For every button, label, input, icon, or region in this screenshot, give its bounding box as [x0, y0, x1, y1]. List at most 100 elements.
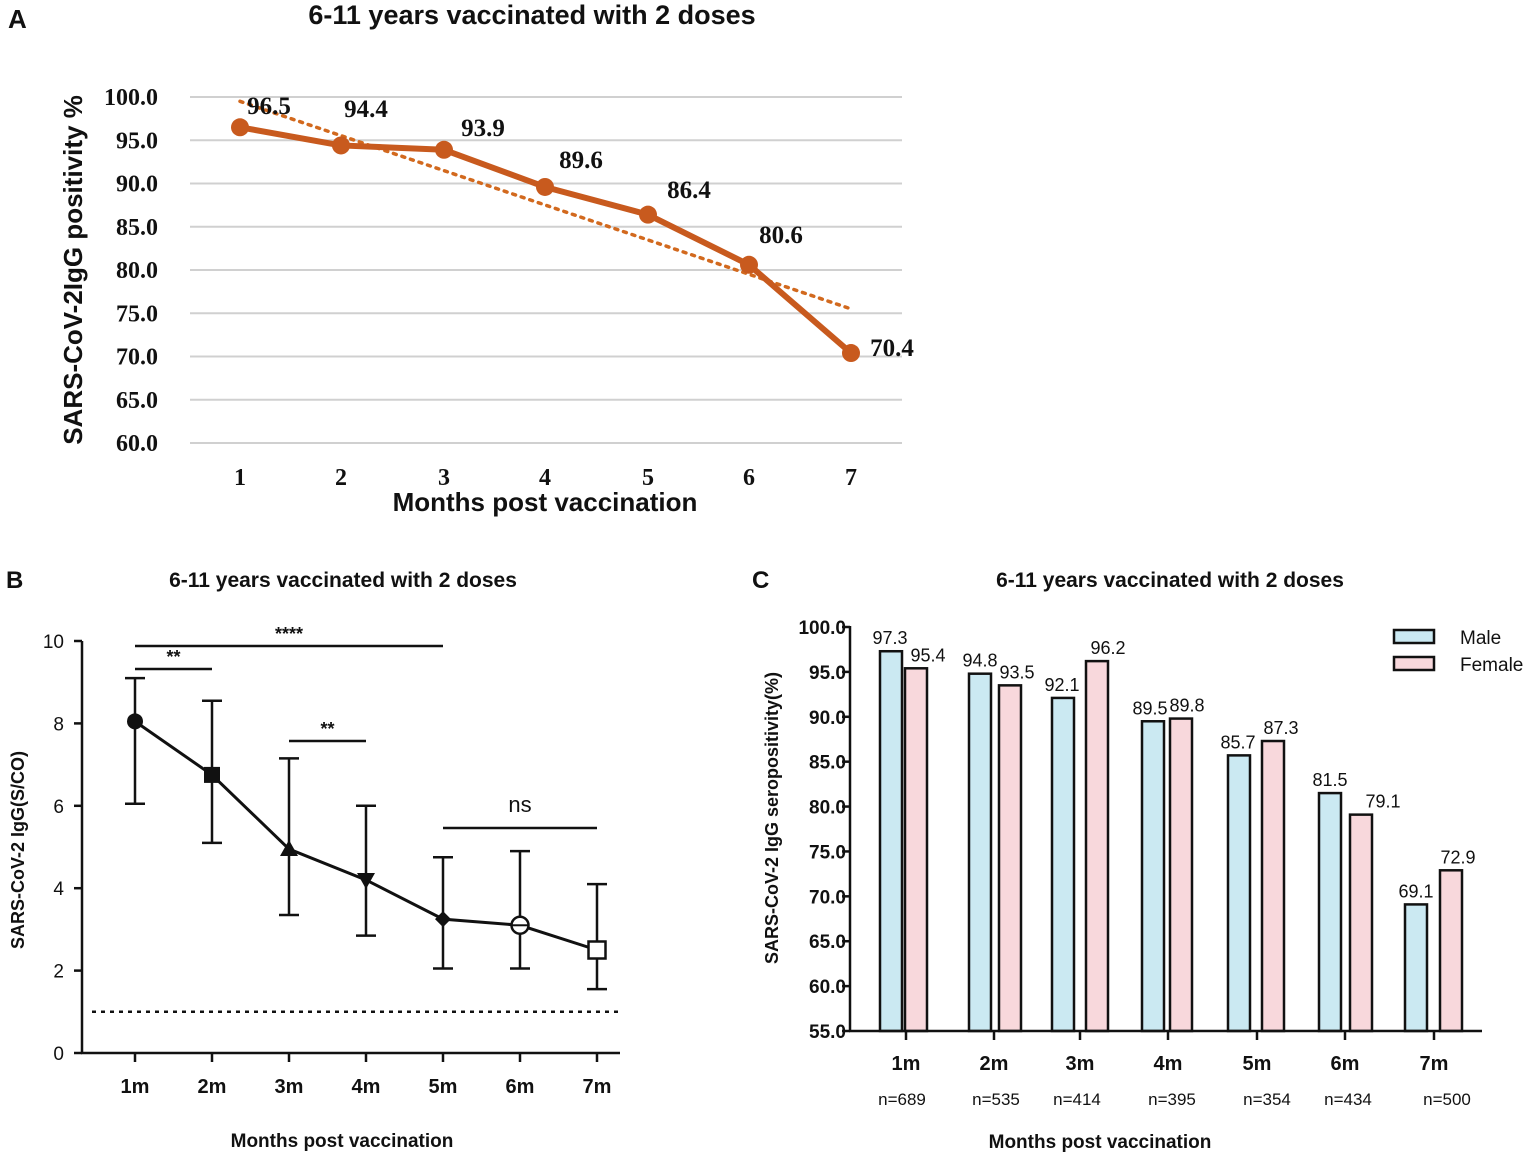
- chart-a-ylabel: SARS-CoV-2IgG positivity %: [58, 95, 88, 445]
- data-label: 86.4: [667, 177, 711, 204]
- sample-size-label: n=434: [1324, 1090, 1372, 1109]
- x-tick-label: 1: [234, 465, 246, 491]
- data-label: 94.4: [344, 96, 388, 123]
- bar-male: [1140, 720, 1166, 1033]
- sample-size-label: n=689: [878, 1090, 926, 1109]
- y-tick-label: 70.0: [809, 887, 846, 908]
- x-tick-label: 1m: [892, 1053, 921, 1075]
- bar-label-female: 79.1: [1365, 792, 1400, 812]
- marker-square: [204, 766, 220, 783]
- data-point: [435, 140, 453, 159]
- x-tick-label: 2m: [198, 1076, 227, 1098]
- data-label: 70.4: [870, 335, 914, 362]
- data-label: 80.6: [759, 222, 803, 249]
- chart-c-y-ticks: 100.0 95.0 90.0 85.0 80.0 75.0 70.0 65.0 60.0 55.…: [798, 618, 850, 1043]
- significance-label: **: [320, 719, 334, 739]
- y-tick-label: 60.0: [809, 977, 846, 998]
- x-tick-label: 2: [335, 465, 347, 491]
- sample-size-label: n=414: [1053, 1090, 1101, 1109]
- panel-c: C 6-11 years vaccinated with 2 doses SAR…: [752, 567, 1523, 1153]
- bar-male: [1226, 754, 1252, 1033]
- panel-c-letter: C: [752, 567, 769, 594]
- significance-label: **: [166, 647, 180, 667]
- data-point: [536, 177, 554, 196]
- significance-label: ns: [508, 792, 531, 817]
- y-tick-label: 4: [53, 879, 64, 900]
- x-tick-label: 3m: [275, 1076, 304, 1098]
- x-tick-label: 6m: [506, 1076, 535, 1098]
- marker-diamond: [435, 911, 451, 928]
- y-tick-label: 65.0: [116, 388, 158, 414]
- bar-male: [1050, 696, 1076, 1033]
- y-tick-label: 90.0: [809, 708, 846, 729]
- chart-b-ylabel: SARS-CoV-2 IgG(S/CO): [8, 751, 28, 949]
- data-label: 96.5: [247, 93, 291, 120]
- bar-label-female: 95.4: [910, 645, 945, 665]
- chart-b-x-ticks: 1m 2m 3m 4m 5m 6m 7m: [121, 1053, 611, 1098]
- bar-male: [1317, 791, 1343, 1033]
- data-point: [639, 205, 657, 224]
- y-tick-label: 95.0: [809, 663, 846, 684]
- y-tick-label: 55.0: [809, 1022, 846, 1043]
- y-tick-label: 10: [43, 632, 64, 653]
- bar-label-female: 89.8: [1169, 696, 1204, 716]
- chart-a-xlabel: Months post vaccination: [393, 487, 698, 517]
- chart-b-y-ticks: 0 2 4 6 8 10: [43, 632, 82, 1065]
- x-tick-label: 5: [642, 465, 654, 491]
- x-tick-label: 7: [845, 465, 857, 491]
- bar-label-female: 93.5: [999, 662, 1034, 682]
- chart-a-data-labels: 96.5 94.4 93.9 89.6 86.4 80.6 70.4: [247, 93, 914, 362]
- chart-b-title: 6-11 years vaccinated with 2 doses: [169, 569, 517, 592]
- y-tick-label: 80.0: [809, 798, 846, 819]
- y-tick-label: 95.0: [116, 128, 158, 154]
- chart-a-y-ticks: 100.0 95.0 90.0 85.0 80.0 75.0 70.0 65.0 60.0: [104, 85, 158, 457]
- chart-c-xlabel: Months post vaccination: [989, 1132, 1212, 1153]
- bar-female: [1348, 813, 1374, 1033]
- x-tick-label: 5m: [429, 1076, 458, 1098]
- bar-female: [903, 667, 929, 1033]
- significance-label: ****: [275, 624, 303, 644]
- bar-female: [1438, 869, 1464, 1033]
- y-tick-label: 6: [53, 797, 64, 818]
- marker-triangle-down: [357, 872, 375, 889]
- trendline: [238, 99, 853, 311]
- sample-size-label: n=354: [1243, 1090, 1291, 1109]
- x-tick-label: 2m: [980, 1053, 1009, 1075]
- y-tick-label: 80.0: [116, 258, 158, 284]
- bar-label-female: 72.9: [1440, 847, 1475, 867]
- y-tick-label: 90.0: [116, 172, 158, 198]
- bar-label-female: 87.3: [1263, 718, 1298, 738]
- legend-female-label: Female: [1460, 655, 1523, 676]
- bar-female: [1260, 739, 1286, 1033]
- chart-b-points: [127, 713, 607, 960]
- legend-male-label: Male: [1460, 628, 1501, 649]
- x-tick-label: 7m: [1420, 1053, 1449, 1075]
- marker-triangle: [280, 840, 298, 857]
- chart-a-x-ticks: 1 2 3 4 5 6 7: [234, 465, 857, 491]
- y-tick-label: 85.0: [809, 753, 846, 774]
- chart-b-xlabel: Months post vaccination: [231, 1131, 454, 1152]
- bar-label-male: 89.5: [1132, 698, 1167, 718]
- x-tick-label: 1m: [121, 1076, 150, 1098]
- chart-c-sample-sizes: n=689 n=535 n=414 n=395 n=354 n=434 n=500: [878, 1090, 1471, 1109]
- x-tick-label: 4m: [352, 1076, 381, 1098]
- chart-b-error-bars: [125, 676, 607, 991]
- y-tick-label: 85.0: [116, 215, 158, 241]
- y-tick-label: 75.0: [116, 301, 158, 327]
- chart-a-points: [231, 118, 860, 363]
- panel-a: A 6-11 years vaccinated with 2 doses SAR…: [8, 0, 914, 517]
- sample-size-label: n=500: [1423, 1090, 1471, 1109]
- data-point: [842, 344, 860, 363]
- y-tick-label: 8: [53, 714, 64, 735]
- bar-female: [997, 684, 1023, 1033]
- y-tick-label: 65.0: [809, 932, 846, 953]
- chart-a-trendline-group: [238, 99, 853, 311]
- x-tick-label: 6: [743, 465, 755, 491]
- chart-c-legend: Male Female: [1392, 628, 1523, 676]
- bar-male: [967, 672, 993, 1033]
- panel-a-letter: A: [8, 4, 27, 34]
- bar-label-male: 69.1: [1398, 881, 1433, 901]
- chart-c-bar-labels: 97.3 94.8 92.1 89.5 85.7 81.5 69.1 95.4 93.5 96.2…: [872, 628, 1475, 901]
- chart-a-gridlines: [190, 96, 902, 444]
- legend-male-swatch: [1392, 628, 1436, 645]
